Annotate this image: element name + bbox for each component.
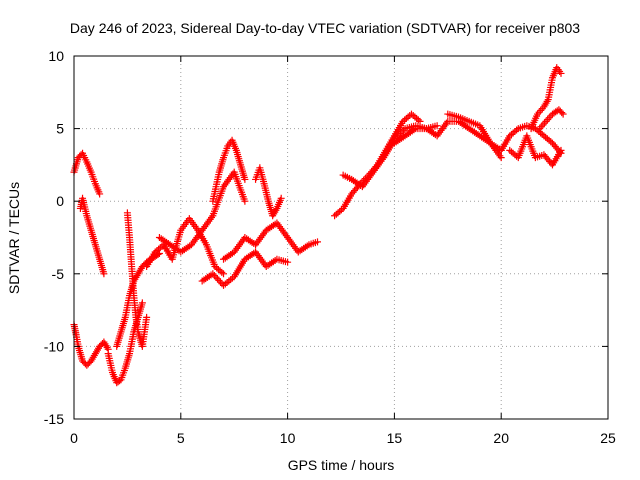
y-axis-label: SDTVAR / TECUs [6,182,22,294]
x-tick-labels: 0 5 10 15 20 25 [70,430,616,446]
series-track-s [527,64,565,133]
y-tick-label: 0 [56,193,64,209]
series-track-i [209,136,249,205]
series-track-q [497,122,565,157]
y-tick-labels: -15 -10 -5 0 5 10 [44,48,64,427]
series-track-n [339,122,441,191]
series-track-f [123,209,151,350]
series-track-j [198,248,292,289]
series-track-t [536,106,567,133]
y-tick-label: -5 [52,266,65,282]
series-track-r [506,132,565,169]
y-tick-label: 5 [56,121,64,137]
x-tick-label: 25 [600,430,616,446]
series-track-c [70,321,112,369]
series-track-h [155,168,249,256]
series-track-p [444,110,505,154]
x-tick-label: 0 [70,430,78,446]
x-tick-label: 10 [280,430,296,446]
y-tick-label: -15 [44,411,64,427]
axis-ticks [73,55,609,420]
x-tick-label: 20 [493,430,509,446]
series-track-b [76,194,108,278]
y-tick-label: -10 [44,338,64,354]
series-track-k [220,219,322,263]
x-axis-label: GPS time / hours [288,457,395,473]
grid-lines [74,56,608,419]
x-tick-label: 5 [177,430,185,446]
series-track-g [143,215,228,278]
chart-title: Day 246 of 2023, Sidereal Day-to-day VTE… [70,20,580,36]
x-tick-label: 15 [387,430,403,446]
plot-frame [73,55,609,420]
data-points [70,64,567,387]
y-tick-label: 10 [48,48,64,64]
series-track-d [104,299,146,387]
series-track-l [252,164,285,220]
series-track-a [70,149,104,198]
